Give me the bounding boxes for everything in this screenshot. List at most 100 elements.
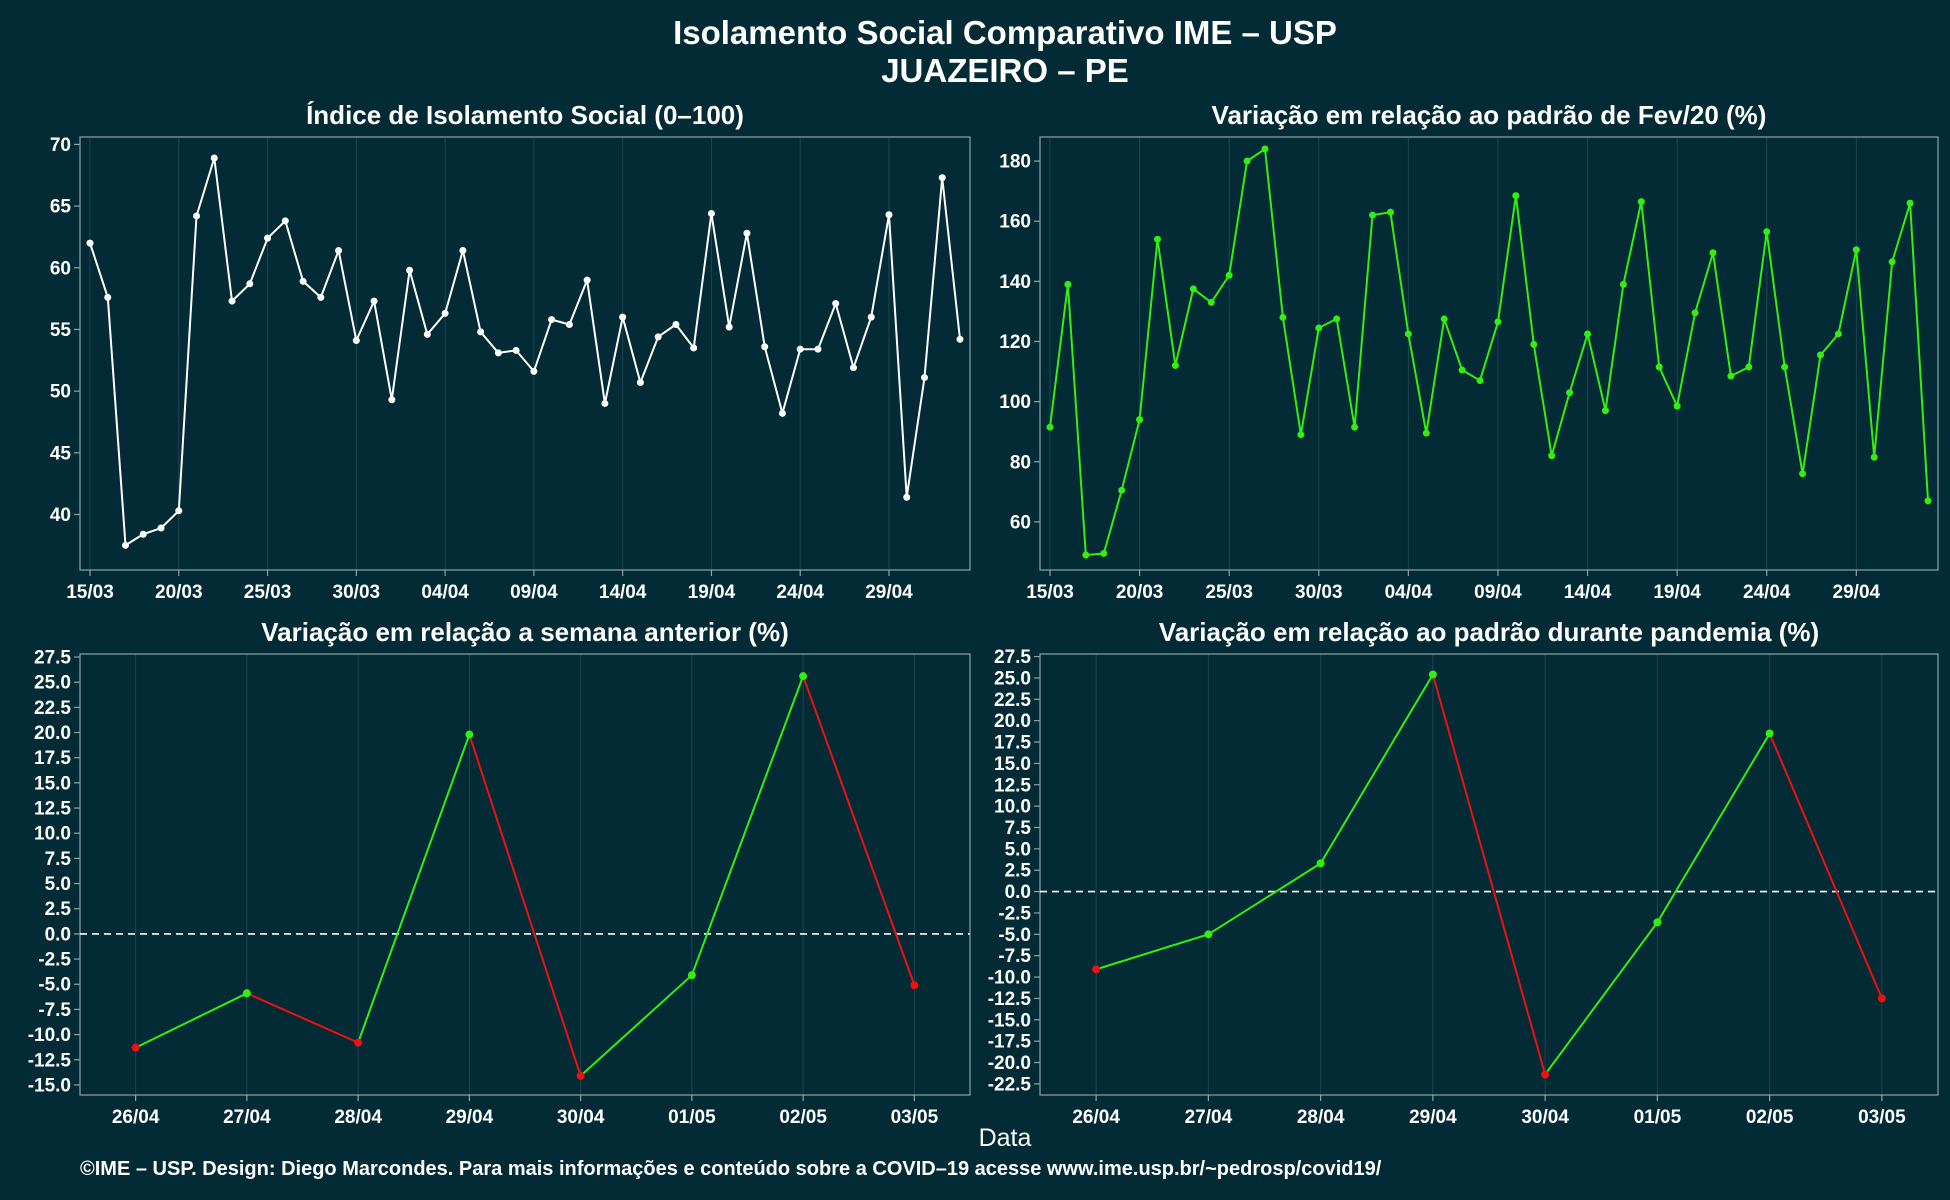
data-point <box>1906 199 1914 207</box>
x-tick-label: 28/04 <box>334 1107 382 1128</box>
data-point <box>1781 363 1789 371</box>
data-point <box>1154 235 1162 243</box>
series-segment <box>1319 674 1434 864</box>
x-tick-label: 04/04 <box>421 582 469 603</box>
data-point <box>494 349 502 357</box>
y-tick-label: 22.5 <box>994 690 1031 711</box>
data-point <box>1816 351 1824 359</box>
credit-text: ©IME – USP. Design: Diego Marcondes. Par… <box>80 1158 1382 1180</box>
data-point <box>1092 965 1101 974</box>
data-point <box>465 730 474 739</box>
data-point <box>1207 298 1215 306</box>
y-tick-label: 0.0 <box>1005 882 1031 903</box>
data-point <box>1745 363 1753 371</box>
data-point <box>122 541 130 549</box>
x-tick-label: 02/05 <box>779 1107 827 1128</box>
data-point <box>1458 366 1466 374</box>
y-tick-label: 70 <box>50 135 71 156</box>
y-tick-label: 55 <box>50 320 72 341</box>
y-tick-label: 10.0 <box>994 797 1031 818</box>
y-tick-label: 27.5 <box>994 647 1031 668</box>
series-segment <box>690 675 805 976</box>
data-point <box>1888 258 1896 266</box>
y-tick-label: -12.5 <box>988 989 1032 1010</box>
x-tick-label: 30/03 <box>1295 582 1343 603</box>
series-segment <box>135 992 248 1049</box>
x-tick-label: 30/03 <box>333 582 381 603</box>
series-segment <box>1768 733 1883 999</box>
data-point <box>1765 729 1774 738</box>
y-tick-label: 120 <box>999 332 1031 353</box>
data-point <box>246 280 254 288</box>
y-tick-label: -15.0 <box>28 1075 71 1096</box>
data-point <box>1924 497 1932 505</box>
y-tick-label: 80 <box>1010 452 1031 473</box>
y-tick-label: 15.0 <box>34 773 71 794</box>
data-point <box>1386 208 1394 216</box>
data-point <box>281 217 289 225</box>
data-point <box>956 335 964 343</box>
data-point <box>1541 1070 1550 1079</box>
x-tick-label: 30/04 <box>557 1107 605 1128</box>
data-point <box>725 323 733 331</box>
y-tick-label: 65 <box>50 197 72 218</box>
data-point <box>1136 416 1144 424</box>
data-point <box>1064 280 1072 288</box>
series-line <box>1049 147 1929 557</box>
data-point <box>530 367 538 375</box>
data-point <box>920 374 928 382</box>
x-tick-label: 15/03 <box>1026 582 1074 603</box>
y-tick-label: 60 <box>1010 512 1031 533</box>
y-tick-label: 100 <box>999 392 1031 413</box>
y-tick-label: 5.0 <box>1005 839 1031 860</box>
data-point <box>565 321 573 329</box>
plot-frame <box>79 136 971 571</box>
series-segment <box>579 974 693 1077</box>
y-tick-label: 2.5 <box>1005 861 1032 882</box>
data-point <box>175 507 183 515</box>
data-point <box>1369 211 1377 219</box>
x-tick-label: 28/04 <box>1297 1107 1345 1128</box>
x-tick-label: 25/03 <box>1205 582 1253 603</box>
x-tick-label: 25/03 <box>244 582 292 603</box>
data-point <box>1799 470 1807 478</box>
data-point <box>1046 423 1054 431</box>
data-point <box>1619 280 1627 288</box>
data-point <box>1709 249 1717 257</box>
chart-panel-4: Variação em relação ao padrão durante pa… <box>988 617 1939 1128</box>
y-tick-label: -15.0 <box>988 1010 1031 1031</box>
data-point <box>317 293 325 301</box>
x-tick-label: 19/04 <box>1653 582 1701 603</box>
data-point <box>157 524 165 532</box>
data-point <box>743 229 751 237</box>
x-tick-label: 27/04 <box>223 1107 271 1128</box>
y-tick-label: 25.0 <box>994 668 1031 689</box>
series-segment <box>357 734 471 1043</box>
data-point <box>264 234 272 242</box>
data-point <box>477 328 485 336</box>
y-tick-label: 140 <box>999 272 1031 293</box>
x-tick-label: 24/04 <box>1743 582 1791 603</box>
y-tick-label: 27.5 <box>34 648 71 669</box>
y-tick-label: 12.5 <box>34 799 71 820</box>
y-tick-label: -20.0 <box>988 1053 1031 1074</box>
data-point <box>796 345 804 353</box>
data-point <box>1171 362 1179 370</box>
data-point <box>654 333 662 341</box>
x-tick-label: 26/04 <box>112 1107 160 1128</box>
x-tick-label: 29/04 <box>1409 1107 1457 1128</box>
data-point <box>1691 309 1699 317</box>
data-point <box>335 246 343 254</box>
data-point <box>1225 271 1233 279</box>
data-point <box>370 297 378 305</box>
x-tick-label: 24/04 <box>776 582 824 603</box>
data-point <box>406 266 414 274</box>
chart-panels: Índice de Isolamento Social (0–100) 40 45 5… <box>28 100 1939 1128</box>
y-tick-label: 0.0 <box>45 924 71 945</box>
x-tick-label: 14/04 <box>599 582 647 603</box>
x-tick-label: 30/04 <box>1521 1107 1569 1128</box>
series-segment <box>468 734 582 1077</box>
x-tick-label: 03/05 <box>1858 1107 1906 1128</box>
y-tick-label: 7.5 <box>45 849 72 870</box>
